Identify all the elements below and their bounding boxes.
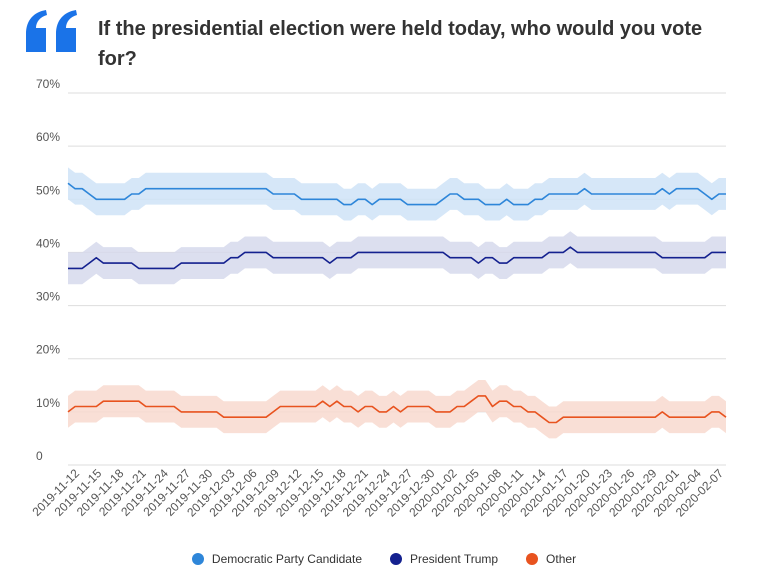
series-line	[67, 182, 726, 206]
y-tick-label: 0	[36, 449, 43, 463]
legend-item-trump[interactable]: President Trump	[390, 552, 498, 566]
confidence-band	[68, 231, 726, 285]
chart-title: If the presidential election were held t…	[98, 18, 703, 70]
series-line	[68, 246, 726, 270]
legend-label-democratic: Democratic Party Candidate	[211, 552, 362, 566]
y-tick-label: 70%	[36, 77, 60, 91]
y-tick-label: 40%	[36, 236, 60, 250]
legend-item-democratic[interactable]: Democratic Party Candidate	[191, 552, 362, 566]
series-line	[67, 395, 727, 424]
quote-icon	[26, 10, 77, 52]
legend-dot-other	[526, 553, 539, 565]
legend-dot-trump	[390, 553, 402, 565]
y-tick-label: 20%	[36, 343, 60, 357]
legend-dot-democratic	[191, 553, 204, 565]
legend: Democratic Party Candidate President Tru…	[0, 552, 768, 566]
y-tick-label: 10%	[36, 396, 60, 410]
legend-label-trump: President Trump	[410, 552, 499, 566]
legend-label-other: Other	[546, 552, 577, 566]
confidence-band	[68, 167, 726, 221]
y-tick-label: 60%	[36, 130, 60, 144]
legend-item-other[interactable]: Other	[526, 552, 576, 566]
y-tick-label: 30%	[36, 290, 60, 304]
y-tick-label: 50%	[36, 183, 60, 197]
